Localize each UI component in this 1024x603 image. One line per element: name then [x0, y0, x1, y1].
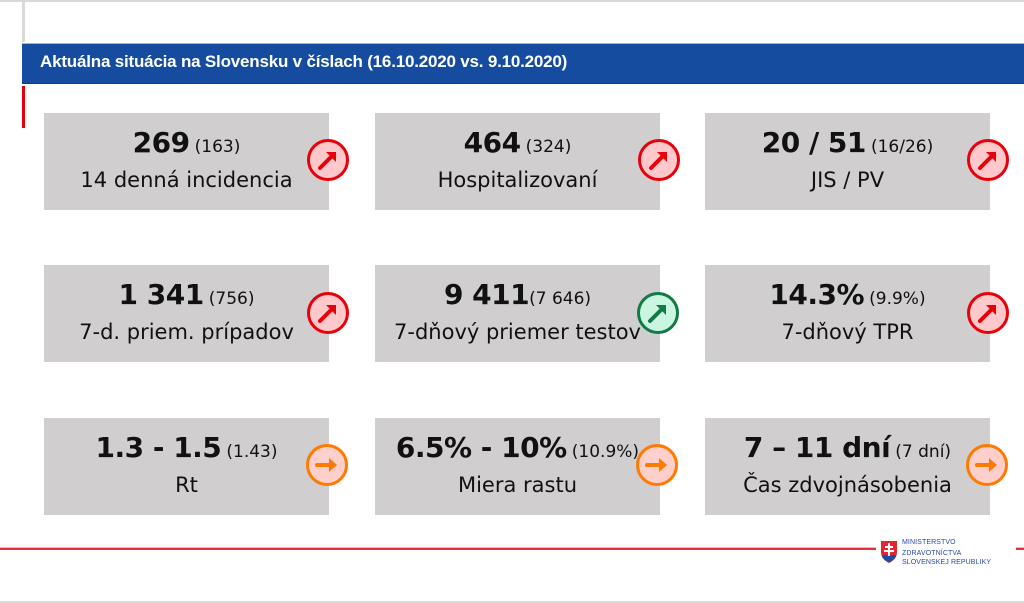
header-banner: Aktuálna situácia na Slovensku v číslach…: [22, 43, 1024, 84]
stat-value: 6.5% - 10%: [395, 431, 567, 464]
stat-label: 7-d. priem. prípadov: [79, 320, 294, 344]
up-right-arrow-icon: [307, 139, 349, 181]
stat-label: JIS / PV: [810, 168, 885, 192]
stat-card-hospitalized: 464 (324) Hospitalizovaní: [375, 113, 660, 210]
stat-value: 1 341: [118, 278, 205, 311]
stat-card-7d-tests: 9 411(7 646) 7-dňový priemer testov: [375, 265, 660, 362]
stat-label: 14 denná incidencia: [80, 168, 293, 192]
logo-line-2: ZDRAVOTNÍCTVA: [902, 550, 962, 557]
right-arrow-icon: [636, 444, 678, 486]
stat-card-incidence: 269 (163) 14 denná incidencia: [44, 113, 329, 210]
stat-card-rt: 1.3 - 1.5 (1.43) Rt: [44, 418, 329, 515]
bottom-divider: [0, 601, 1024, 603]
stat-value: 9 411: [443, 278, 530, 311]
stat-label: Miera rastu: [457, 473, 578, 497]
stat-previous: (7 dní): [895, 442, 952, 462]
stat-card-doubling-time: 7 – 11 dní (7 dní) Čas zdvojnásobenia: [705, 418, 990, 515]
stat-previous: (756): [208, 289, 255, 309]
stat-previous: (324): [525, 137, 572, 157]
up-right-arrow-icon: [307, 292, 349, 334]
stat-label: 7-dňový TPR: [781, 320, 914, 344]
stat-value: 464: [463, 126, 521, 159]
stat-previous: (10.9%): [571, 442, 640, 462]
stat-card-growth-rate: 6.5% - 10% (10.9%) Miera rastu: [375, 418, 660, 515]
stat-value: 269: [132, 126, 190, 159]
right-arrow-icon: [966, 444, 1008, 486]
stat-label: Hospitalizovaní: [437, 168, 598, 192]
stat-label: Rt: [175, 473, 198, 497]
left-accent-red: [22, 86, 25, 128]
stat-previous: (16/26): [870, 137, 934, 157]
stat-label: 7-dňový priemer testov: [394, 320, 641, 344]
footer-divider-light: [0, 547, 1024, 548]
ministry-logo: MINISTERSTVO ZDRAVOTNÍCTVA SLOVENSKEJ RE…: [876, 536, 1016, 576]
stat-previous: (1.43): [226, 442, 278, 462]
stat-previous: (9.9%): [869, 289, 926, 309]
logo-line-1: MINISTERSTVO: [902, 539, 956, 546]
slovak-coat-of-arms-icon: [881, 541, 897, 563]
page-title: Aktuálna situácia na Slovensku v číslach…: [40, 52, 568, 71]
stat-card-7d-tpr: 14.3% (9.9%) 7-dňový TPR: [705, 265, 990, 362]
up-right-arrow-icon: [637, 292, 679, 334]
right-arrow-icon: [306, 444, 348, 486]
up-right-arrow-icon: [967, 292, 1009, 334]
up-right-arrow-icon: [638, 139, 680, 181]
stat-label: Čas zdvojnásobenia: [743, 473, 952, 497]
top-divider: [0, 0, 1024, 2]
left-accent-grey: [22, 2, 25, 42]
stat-value: 20 / 51: [761, 126, 867, 159]
stat-previous: (163): [194, 137, 241, 157]
stat-value: 14.3%: [769, 278, 865, 311]
footer-divider: [0, 548, 1024, 550]
stat-value: 1.3 - 1.5: [95, 431, 222, 464]
logo-line-3: SLOVENSKEJ REPUBLIKY: [902, 559, 992, 566]
stat-card-7d-cases: 1 341 (756) 7-d. priem. prípadov: [44, 265, 329, 362]
stat-card-icu-ventilation: 20 / 51 (16/26) JIS / PV: [705, 113, 990, 210]
up-right-arrow-icon: [967, 139, 1009, 181]
stat-previous: (7 646): [529, 289, 592, 309]
stat-value: 7 – 11 dní: [743, 431, 891, 464]
